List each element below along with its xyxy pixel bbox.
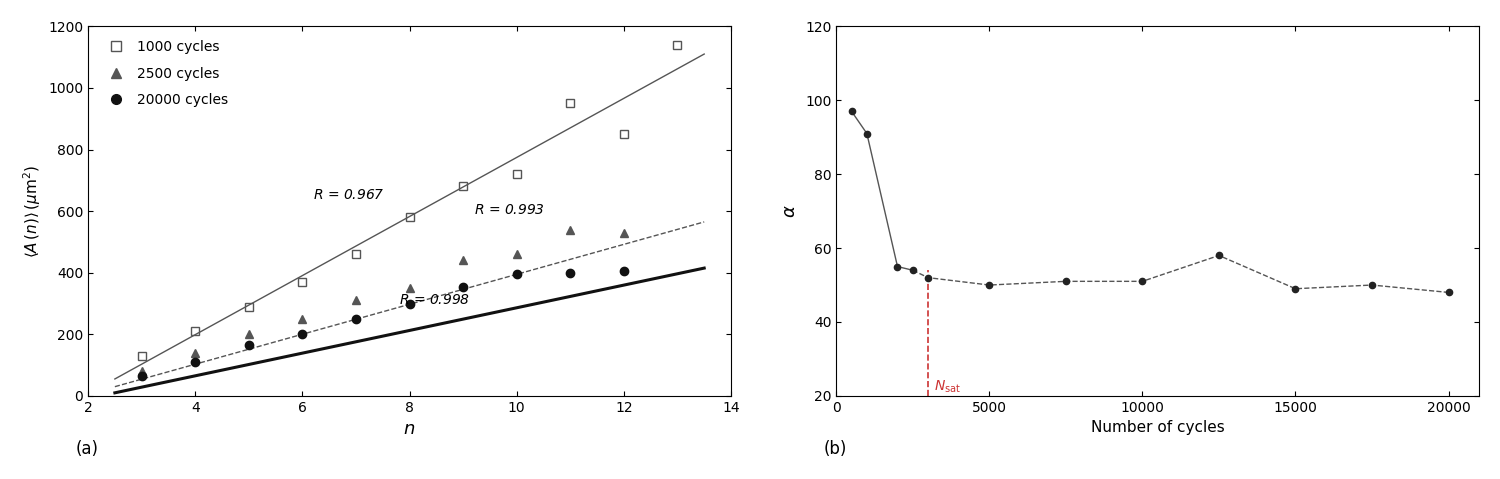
2500 cycles bbox=[400, 285, 418, 291]
1000 cycles bbox=[454, 183, 472, 189]
Text: $R$ = 0.998: $R$ = 0.998 bbox=[399, 293, 470, 307]
20000 cycles bbox=[507, 272, 525, 277]
2500 cycles bbox=[561, 227, 579, 232]
20000 cycles bbox=[186, 359, 204, 365]
20000 cycles bbox=[346, 316, 364, 322]
1000 cycles bbox=[400, 215, 418, 220]
20000 cycles bbox=[615, 268, 633, 274]
1000 cycles bbox=[669, 42, 687, 48]
2500 cycles bbox=[132, 368, 150, 374]
Y-axis label: $\langle A\,(n)\rangle\,(\mu\mathrm{m}^2)$: $\langle A\,(n)\rangle\,(\mu\mathrm{m}^2… bbox=[21, 164, 42, 258]
X-axis label: Number of cycles: Number of cycles bbox=[1090, 421, 1224, 435]
20000 cycles bbox=[400, 301, 418, 307]
2500 cycles bbox=[240, 331, 258, 337]
20000 cycles bbox=[240, 342, 258, 348]
2500 cycles bbox=[454, 258, 472, 263]
Line: 20000 cycles: 20000 cycles bbox=[138, 267, 628, 380]
2500 cycles bbox=[615, 230, 633, 236]
Line: 1000 cycles: 1000 cycles bbox=[138, 41, 681, 360]
20000 cycles bbox=[294, 331, 312, 337]
2500 cycles bbox=[507, 251, 525, 257]
Text: (b): (b) bbox=[824, 440, 848, 458]
2500 cycles bbox=[294, 316, 312, 322]
1000 cycles bbox=[294, 279, 312, 285]
Text: $R$ = 0.993: $R$ = 0.993 bbox=[474, 203, 544, 217]
X-axis label: $\mathit{n}$: $\mathit{n}$ bbox=[404, 421, 416, 438]
Text: (a): (a) bbox=[75, 440, 98, 458]
Y-axis label: $\alpha$: $\alpha$ bbox=[782, 205, 800, 218]
Text: $N_{\rm sat}$: $N_{\rm sat}$ bbox=[934, 378, 962, 395]
20000 cycles bbox=[561, 270, 579, 275]
Legend: 1000 cycles, 2500 cycles, 20000 cycles: 1000 cycles, 2500 cycles, 20000 cycles bbox=[94, 33, 236, 114]
1000 cycles bbox=[507, 171, 525, 177]
20000 cycles bbox=[132, 373, 150, 379]
2500 cycles bbox=[346, 297, 364, 303]
1000 cycles bbox=[615, 131, 633, 137]
1000 cycles bbox=[186, 329, 204, 334]
2500 cycles bbox=[186, 350, 204, 356]
Text: $R$ = 0.967: $R$ = 0.967 bbox=[314, 188, 386, 202]
1000 cycles bbox=[240, 304, 258, 309]
1000 cycles bbox=[561, 101, 579, 106]
1000 cycles bbox=[346, 251, 364, 257]
1000 cycles bbox=[132, 353, 150, 359]
20000 cycles bbox=[454, 284, 472, 289]
Line: 2500 cycles: 2500 cycles bbox=[138, 226, 628, 376]
